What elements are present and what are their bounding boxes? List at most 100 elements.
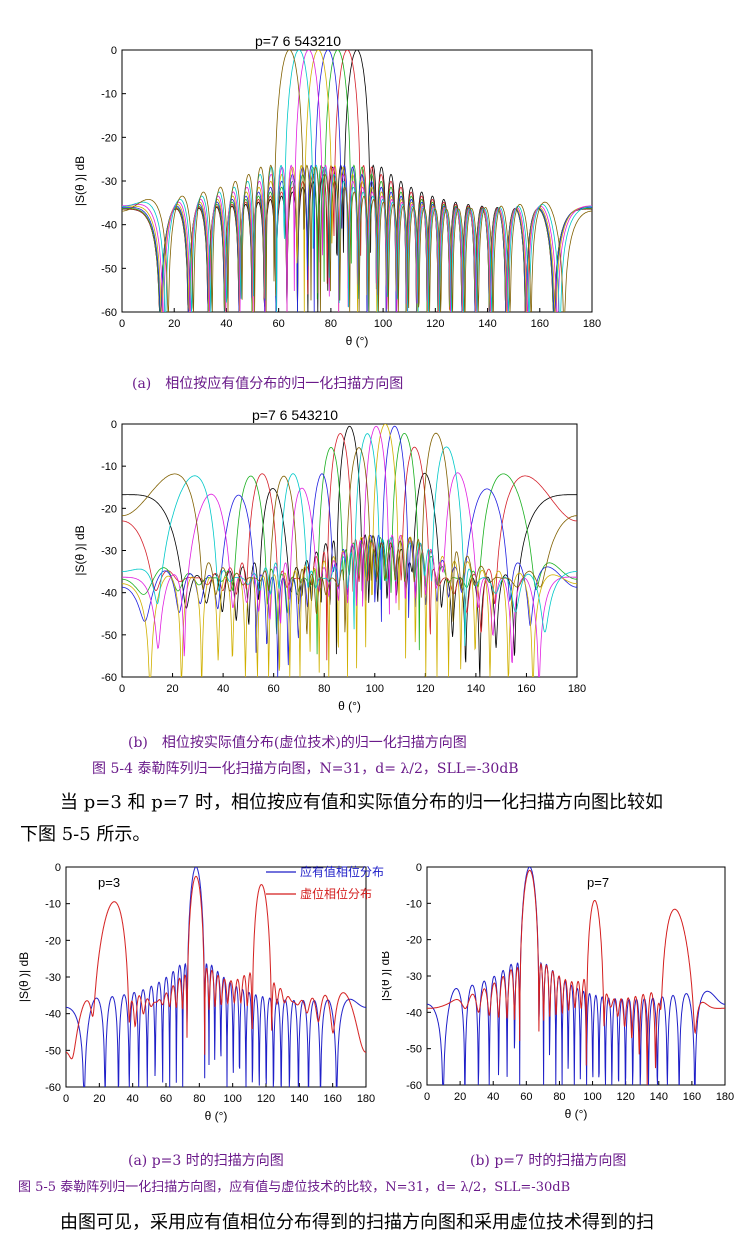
paragraph-line: 下图 5-5 所示。 (20, 824, 151, 845)
x-tick-label: 120 (616, 1091, 634, 1103)
series-group (122, 424, 577, 677)
y-tick-label: -10 (101, 89, 117, 101)
x-tick-label: 140 (290, 1093, 308, 1105)
y-tick-label: -40 (101, 220, 117, 232)
x-tick-label: 180 (716, 1091, 734, 1103)
y-tick-label: -40 (406, 1007, 422, 1019)
y-tick-label: -20 (101, 132, 117, 144)
fig4a-caption: (a) 相位按应有值分布的归一化扫描方向图 (132, 376, 404, 392)
x-tick-label: 160 (323, 1093, 341, 1105)
y-tick-label: -30 (101, 546, 117, 558)
x-tick-label: 40 (127, 1093, 139, 1105)
x-tick-label: 60 (520, 1091, 532, 1103)
y-tick-label: -50 (406, 1044, 422, 1056)
y-tick-label: -20 (101, 503, 117, 515)
y-tick-label: 0 (111, 45, 117, 57)
x-tick-label: 20 (166, 683, 178, 695)
y-tick-label: -60 (45, 1082, 61, 1094)
x-tick-label: 100 (583, 1091, 601, 1103)
series-line (122, 50, 592, 312)
fig5b-chart: 0 20 40 60 80 100 120 140 160 180 0 -10 -20 -30 -40 -50… (382, 862, 734, 1121)
y-tick-label: -30 (101, 176, 117, 188)
series-line (122, 432, 577, 635)
x-axis-label: θ (°) (338, 699, 361, 713)
x-tick-label: 20 (93, 1093, 105, 1105)
x-tick-label: 80 (553, 1091, 565, 1103)
fig5a-caption: (a) p=3 时的扫描方向图 (128, 1153, 284, 1169)
x-tick-label: 20 (168, 318, 180, 330)
fig5a-chart: 0 20 40 60 80 100 120 140 160 180 0 -10 -20 -30 -40 -50… (18, 862, 384, 1123)
x-tick-label: 80 (318, 683, 330, 695)
x-axis-label: θ (°) (346, 334, 369, 348)
x-tick-label: 100 (366, 683, 384, 695)
y-axis-label: |S(θ )| dB (382, 951, 392, 1001)
x-axis-label: θ (°) (205, 1109, 228, 1123)
x-tick-label: 80 (193, 1093, 205, 1105)
x-tick-label: 160 (517, 683, 535, 695)
x-tick-label: 0 (424, 1091, 430, 1103)
x-tick-label: 180 (568, 683, 586, 695)
y-tick-label: -60 (406, 1080, 422, 1092)
y-tick-label: -50 (101, 263, 117, 275)
x-tick-label: 160 (683, 1091, 701, 1103)
x-tick-label: 80 (325, 318, 337, 330)
plot-frame (121, 423, 578, 678)
y-tick-label: -50 (45, 1045, 61, 1057)
x-tick-label: 0 (63, 1093, 69, 1105)
series-line (122, 425, 577, 677)
y-tick-label: -40 (45, 1009, 61, 1021)
y-tick-label: -10 (45, 899, 61, 911)
fig4b-chart: 0 20 40 60 80 100 120 140 160 180 0 -10 -20 -30 -40 -50… (73, 407, 586, 713)
y-tick-label: -50 (101, 630, 117, 642)
x-tick-label: 160 (531, 318, 549, 330)
x-tick-label: 120 (426, 318, 444, 330)
x-tick-label: 120 (257, 1093, 275, 1105)
p-annotation: p=7 6 543210 (252, 407, 338, 423)
legend-label: 应有值相位分布 (300, 864, 384, 879)
y-tick-label: -10 (101, 461, 117, 473)
y-tick-label: -30 (45, 972, 61, 984)
fig4b-caption: (b) 相位按实际值分布(虚位技术)的归一化扫描方向图 (128, 735, 467, 751)
y-tick-label: -20 (45, 935, 61, 947)
fig4-caption: 图 5-4 泰勒阵列归一化扫描方向图，N=31，d= λ/2，SLL=-30dB (92, 761, 519, 777)
y-tick-label: 0 (111, 419, 117, 431)
x-tick-label: 40 (487, 1091, 499, 1103)
y-axis-label: |S(θ )| dB (18, 952, 31, 1002)
series-line (122, 433, 577, 655)
fig5b-caption: (b) p=7 时的扫描方向图 (470, 1153, 627, 1169)
y-tick-label: 0 (55, 862, 61, 874)
x-tick-label: 100 (374, 318, 392, 330)
p-annotation: p=7 (587, 875, 609, 890)
series-line (122, 425, 577, 677)
x-tick-label: 40 (217, 683, 229, 695)
x-tick-label: 180 (357, 1093, 375, 1105)
x-tick-label: 40 (220, 318, 232, 330)
series-line (122, 424, 577, 677)
x-tick-label: 20 (454, 1091, 466, 1103)
x-tick-label: 140 (650, 1091, 668, 1103)
series-line (122, 433, 577, 647)
y-tick-label: -60 (101, 307, 117, 319)
y-axis-label: |S(θ )| dB (73, 525, 87, 575)
series-group (66, 867, 366, 1087)
x-tick-label: 120 (416, 683, 434, 695)
legend-label: 虚位相位分布 (300, 886, 372, 901)
x-tick-label: 0 (119, 683, 125, 695)
series-group (427, 867, 725, 1085)
x-tick-label: 140 (478, 318, 496, 330)
x-tick-label: 100 (223, 1093, 241, 1105)
p-annotation: p=7 6 543210 (255, 33, 341, 49)
paragraph-line: 由图可见，采用应有值相位分布得到的扫描方向图和采用虚位技术得到的扫 (60, 1212, 654, 1233)
x-tick-label: 60 (273, 318, 285, 330)
x-tick-label: 60 (160, 1093, 172, 1105)
y-tick-label: 0 (416, 862, 422, 874)
x-tick-label: 60 (268, 683, 280, 695)
series-line (122, 50, 592, 312)
y-tick-label: -20 (406, 935, 422, 947)
p-annotation: p=3 (98, 875, 120, 890)
x-tick-label: 180 (583, 318, 601, 330)
y-tick-label: -10 (406, 898, 422, 910)
fig5-caption: 图 5-5 泰勒阵列归一化扫描方向图，应有值与虚位技术的比较，N=31，d= λ… (18, 1180, 571, 1195)
y-tick-label: -40 (101, 588, 117, 600)
series-line-virtual (427, 869, 725, 1085)
